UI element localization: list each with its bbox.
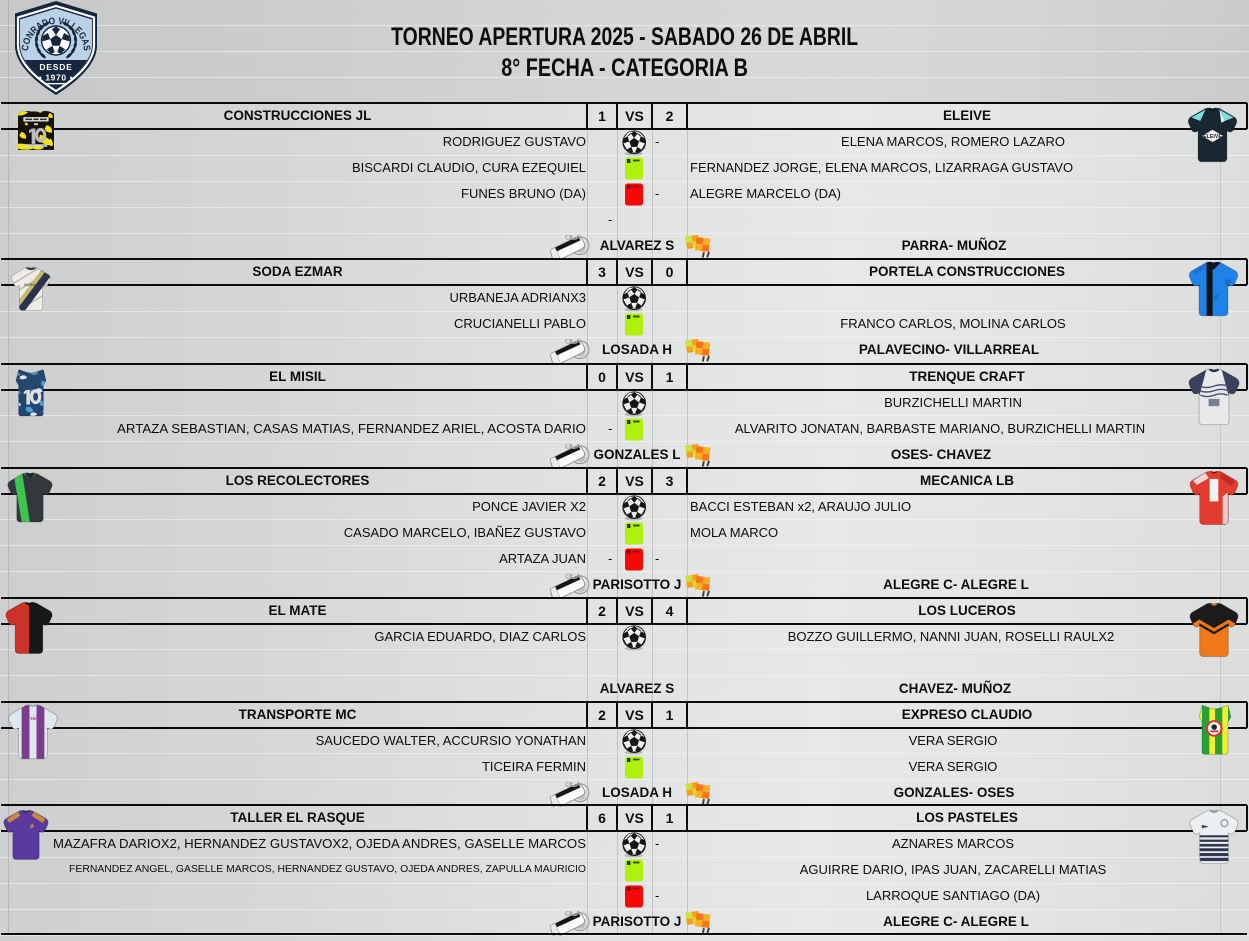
svg-text:• 1970 •: • 1970 •	[39, 73, 73, 83]
svg-text:SODA: SODA	[24, 283, 35, 287]
svg-text:ELEIVE: ELEIVE	[1203, 134, 1222, 140]
svg-text:DESDE: DESDE	[39, 62, 72, 72]
svg-text:TM: TM	[30, 716, 36, 721]
